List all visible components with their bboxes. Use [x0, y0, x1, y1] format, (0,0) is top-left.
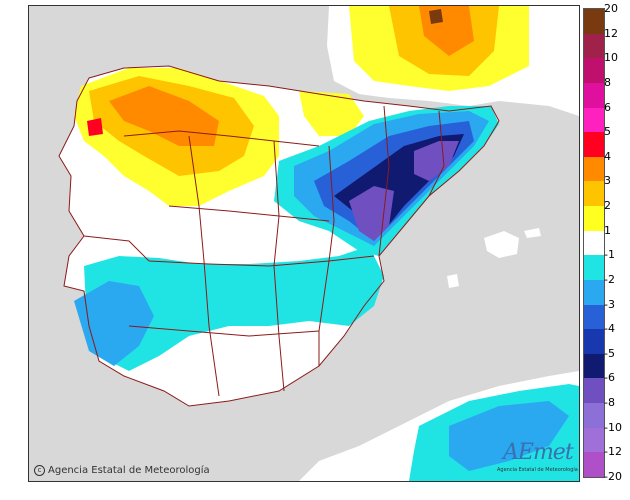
- legend-tick-label: 2: [604, 199, 611, 213]
- legend-tick-label: -2: [604, 272, 615, 286]
- legend-tick-label: -20: [604, 470, 622, 483]
- color-scale-legend: [583, 8, 605, 478]
- mallorca: [484, 231, 519, 258]
- legend-tick-label: 5: [604, 125, 611, 139]
- copyright-notice: c Agencia Estatal de Meteorología: [34, 465, 210, 476]
- legend-swatch: [584, 403, 604, 429]
- legend-tick-label: 10: [604, 51, 618, 65]
- legend-swatch: [584, 58, 604, 84]
- legend-swatch: [584, 378, 604, 404]
- legend-tick-label: -4: [604, 322, 615, 336]
- warm-spot-red: [87, 118, 103, 136]
- temperature-anomaly-map: [28, 5, 580, 482]
- cold-area-cyan: [84, 246, 384, 371]
- legend-swatch: [584, 353, 604, 379]
- legend-tick-label: -3: [604, 297, 615, 311]
- aemet-logo: AEmet Agencia Estatal de Meteorología: [495, 440, 578, 476]
- warm-area-aragon: [299, 91, 364, 136]
- map-canvas: [29, 6, 579, 481]
- legend-tick-label: -5: [604, 346, 615, 360]
- legend-tick-label: -6: [604, 371, 615, 385]
- legend-swatch: [584, 181, 604, 207]
- legend-swatch: [584, 206, 604, 232]
- legend-swatch: [584, 230, 604, 256]
- legend-tick-label: 1: [604, 223, 611, 237]
- legend-swatch: [584, 304, 604, 330]
- warm-area-dark-orange: [109, 86, 219, 146]
- legend-tick-label: -8: [604, 396, 615, 410]
- legend-tick-label: -1: [604, 248, 615, 262]
- legend-swatch: [584, 9, 604, 35]
- legend-tick-label: 4: [604, 149, 611, 163]
- warm-spot-brown: [429, 9, 443, 24]
- legend-swatch: [584, 107, 604, 133]
- legend-swatch: [584, 33, 604, 59]
- legend-tick-label: -10: [604, 420, 622, 434]
- ibiza: [447, 274, 459, 288]
- legend-swatch: [584, 132, 604, 158]
- copyright-text: Agencia Estatal de Meteorología: [48, 465, 210, 476]
- cold-area-africa-blue: [449, 401, 569, 471]
- legend-tick-label: 20: [604, 2, 618, 15]
- copyright-icon: c: [34, 465, 45, 476]
- cold-area-purple: [349, 186, 394, 241]
- cold-area-purple-east: [414, 141, 459, 181]
- legend-tick-label: 8: [604, 75, 611, 89]
- menorca: [524, 228, 541, 238]
- legend-swatch: [584, 156, 604, 182]
- logo-subtitle: Agencia Estatal de Meteorología: [497, 467, 578, 473]
- legend-swatch: [584, 329, 604, 355]
- legend-tick-label: 3: [604, 174, 611, 188]
- legend-swatch: [584, 255, 604, 281]
- legend-swatch: [584, 82, 604, 109]
- legend-tick-label: 12: [604, 26, 618, 40]
- legend-swatch: [584, 427, 604, 453]
- legend-swatch: [584, 279, 604, 306]
- legend-swatch: [584, 452, 604, 478]
- legend-tick-label: 6: [604, 100, 611, 114]
- region-borders: [58, 65, 500, 407]
- logo-wordmark: AEmet: [503, 440, 574, 465]
- legend-tick-label: -12: [604, 445, 622, 459]
